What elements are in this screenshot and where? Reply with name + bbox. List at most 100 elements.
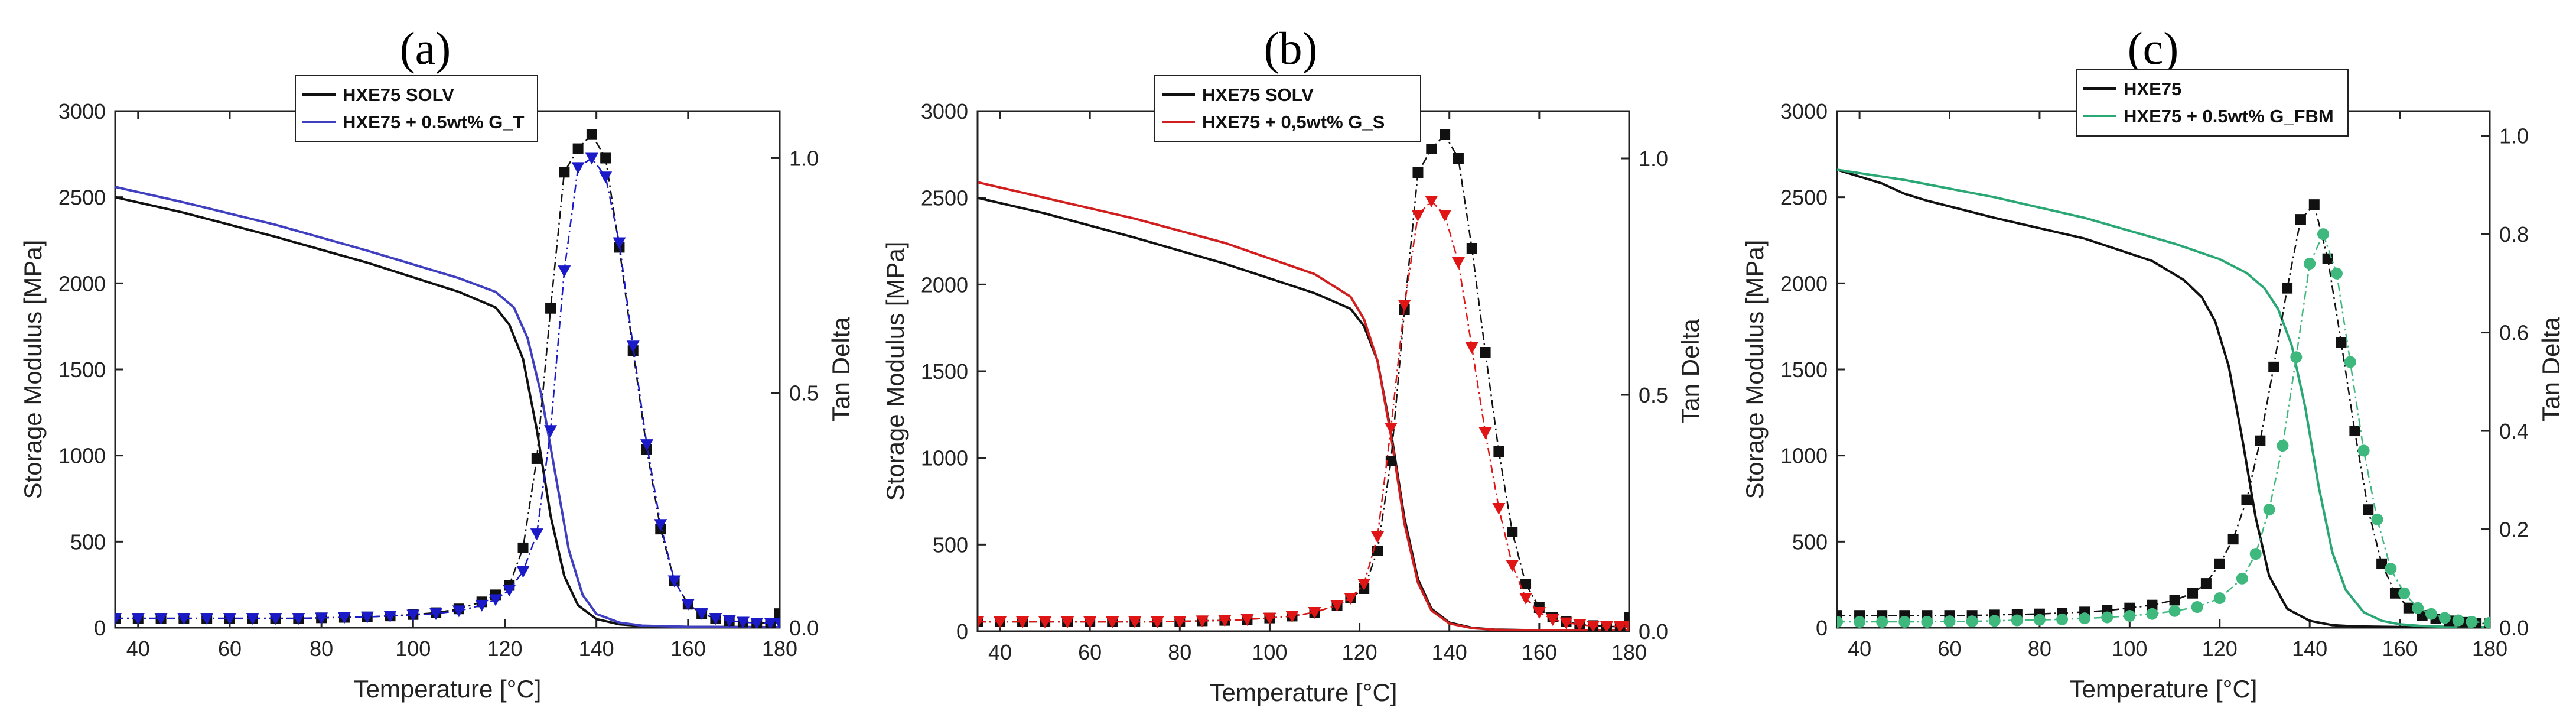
plot-area (115, 129, 780, 628)
data-point-circle (2011, 614, 2023, 627)
data-point-circle (2056, 613, 2069, 625)
series-0 (115, 196, 780, 628)
y-tick-label: 2500 (1780, 186, 1828, 210)
y2-tick-label: 0.2 (2499, 518, 2529, 542)
data-point-triangle (429, 608, 443, 621)
data-point-square (572, 143, 584, 154)
data-point-triangle (695, 608, 709, 621)
x-axis-title: Temperature [°C] (1210, 679, 1398, 706)
y-tick-label: 2500 (58, 186, 106, 210)
data-point-circle (2357, 444, 2370, 457)
x-tick-label: 40 (126, 637, 150, 661)
data-point-circle (2168, 605, 2181, 617)
data-point-triangle (1173, 616, 1187, 628)
data-point-triangle (1451, 257, 1465, 269)
x-tick-label: 180 (2472, 637, 2507, 661)
y2-tick-label: 1.0 (789, 146, 819, 170)
x-tick-label: 160 (2382, 637, 2418, 661)
data-point-triangle (530, 528, 543, 541)
legend-box (295, 75, 538, 142)
x-tick-label: 60 (1937, 637, 1961, 661)
data-point-square (517, 542, 529, 553)
data-point-triangle (315, 612, 328, 625)
data-point-square (2403, 602, 2414, 614)
data-point-triangle (1106, 616, 1119, 628)
data-point-circle (1966, 615, 1978, 628)
data-point-square (1837, 610, 1842, 621)
data-point-circle (1898, 616, 1911, 628)
panel-label: (c) (2128, 22, 2179, 74)
data-point-triangle (292, 613, 305, 625)
data-point-circle (2438, 612, 2451, 624)
data-point-triangle (1478, 427, 1492, 439)
data-point-circle (1921, 616, 1933, 628)
y-axis-title: Storage Modulus [MPa] (881, 242, 909, 501)
series-line (115, 186, 780, 628)
data-point-triangle (1371, 531, 1385, 543)
data-point-square (2255, 435, 2266, 446)
data-point-triangle (1587, 621, 1600, 631)
data-point-triangle (1083, 616, 1097, 628)
data-point-square (2214, 558, 2225, 569)
plot-area (978, 129, 1629, 631)
data-point-circle (2466, 616, 2478, 628)
legend: HXE75 SOLV HXE75 + 0.5wt% G_T (295, 75, 538, 142)
y-tick-label: 2500 (921, 186, 968, 210)
data-point-circle (2101, 611, 2113, 624)
data-point-triangle (131, 613, 145, 625)
data-point-triangle (503, 585, 516, 597)
data-point-square (1426, 144, 1437, 154)
data-point-triangle (383, 611, 397, 623)
data-point-triangle (269, 613, 282, 625)
data-point-triangle (558, 265, 571, 278)
legend: HXE75 HXE75 + 0.5wt% G_FBM (2076, 69, 2349, 137)
data-point-square (531, 453, 542, 464)
data-point-square (2147, 599, 2158, 611)
data-point-triangle (1016, 616, 1030, 628)
data-point-circle (2033, 614, 2046, 626)
data-point-triangle (1038, 616, 1052, 628)
data-point-triangle (626, 340, 640, 353)
series-line-dashdot (115, 133, 780, 624)
data-point-square (586, 129, 597, 140)
data-point-triangle (667, 575, 681, 588)
series-3 (1837, 228, 2490, 628)
data-point-triangle (750, 618, 764, 628)
legend-entry: HXE75 SOLV (343, 85, 454, 105)
data-point-triangle (516, 566, 530, 578)
x-tick-label: 120 (487, 637, 522, 661)
data-point-circle (2425, 608, 2437, 620)
data-point-square (2187, 588, 2199, 599)
data-point-triangle (1151, 616, 1164, 628)
data-point-square (2389, 588, 2401, 599)
data-point-circle (1837, 616, 1843, 628)
data-point-triangle (709, 613, 722, 625)
y-tick-label: 1500 (921, 359, 968, 384)
data-point-triangle (1240, 614, 1254, 626)
data-point-square (2200, 578, 2212, 589)
data-point-square (1520, 579, 1532, 589)
legend-entry: HXE75 + 0,5wt% G_S (1202, 112, 1385, 132)
data-point-circle (2317, 228, 2330, 241)
data-point-triangle (640, 439, 653, 452)
data-point-triangle (475, 599, 489, 612)
legend-entry: HXE75 + 0.5wt% G_FBM (2124, 106, 2334, 126)
data-point-triangle (1623, 621, 1629, 631)
data-point-triangle (681, 599, 695, 611)
y2-axis-title: Tan Delta (827, 317, 855, 422)
series-line-dashdot (115, 157, 780, 624)
data-point-triangle (337, 612, 351, 624)
y-tick-label: 1500 (1780, 358, 1828, 382)
data-point-square (1440, 129, 1451, 140)
y-tick-label: 3000 (1780, 99, 1828, 124)
data-point-triangle (489, 594, 502, 606)
data-point-triangle (994, 616, 1007, 628)
series-1 (978, 181, 1629, 631)
data-point-triangle (1128, 616, 1142, 628)
data-point-triangle (1344, 593, 1357, 605)
y2-tick-label: 0.0 (1639, 619, 1668, 644)
x-tick-label: 140 (579, 637, 614, 661)
data-point-square (774, 608, 780, 619)
data-point-triangle (722, 615, 736, 628)
